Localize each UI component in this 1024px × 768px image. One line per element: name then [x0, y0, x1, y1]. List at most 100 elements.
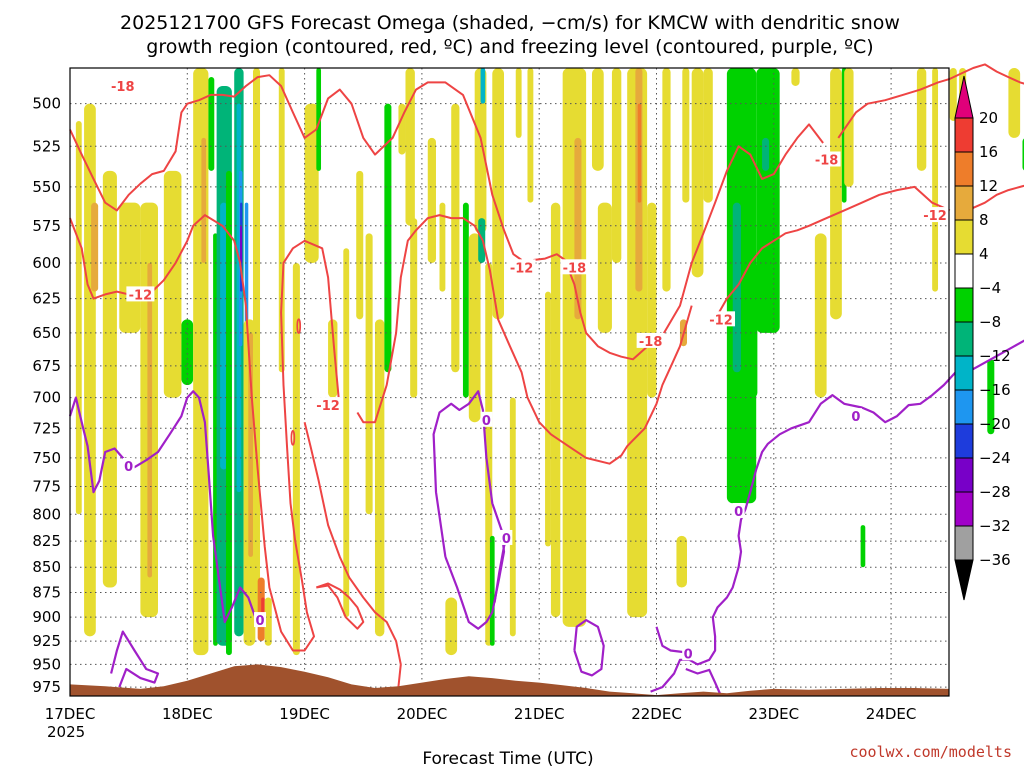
y-tick-label-975: 975: [32, 678, 61, 696]
contour-label-bg-9: [921, 207, 949, 223]
omega-shade-region-38: [365, 233, 373, 515]
omega-shade-region-47: [451, 103, 460, 373]
omega-shade-region-73: [691, 68, 704, 278]
y-tick-label-800: 800: [32, 505, 61, 523]
dgz-contour-line-4: [837, 63, 1024, 139]
omega-shade-region-70: [662, 68, 671, 292]
contour-label-16: 0: [851, 410, 860, 425]
contour-label-12: 0: [482, 414, 491, 429]
dgz-contour-line-2: [533, 253, 655, 361]
omega-shade-region-94: [1008, 68, 1021, 138]
omega-shade-region-91: [949, 68, 957, 121]
colorbar-bin-8: [954, 355, 974, 391]
contour-label-7: -12: [709, 313, 733, 328]
plot-area: -18 -12 -12 -12 -18 -18 -12 -18 -12 0 0 0 0 0 0 0: [68, 63, 1024, 697]
contour-label-bg-4: [507, 259, 536, 275]
omega-shade-region-27: [252, 68, 261, 618]
contour-label-11: 0: [256, 614, 265, 629]
y-axis: 500 525 550 575 600 625 650 675 700 725 750 775 800 8…: [32, 95, 61, 696]
contour-label-bg-7: [707, 311, 736, 327]
y-tick-label-950: 950: [32, 655, 61, 673]
colorbar-label-3: 12: [979, 177, 998, 195]
dgz-contour-island-1: [296, 318, 302, 334]
contour-label-bg-14: [682, 645, 695, 661]
freezing-contour-line-7: [655, 626, 686, 654]
omega-shade-region-33: [304, 103, 319, 263]
contour-label-bg-2: [126, 286, 155, 302]
freezing-contour-line-1: [68, 390, 261, 628]
freezing-contour-line-5: [573, 619, 605, 677]
colorbar-label-7: −8: [979, 313, 1001, 331]
colorbar-bin-13: [954, 525, 974, 561]
omega-shade-region-34: [316, 68, 322, 171]
dgz-contour-line-9: [966, 184, 1024, 212]
omega-shade-region-48: [462, 202, 469, 398]
x-tick-label-19DEC: 19DEC: [279, 705, 330, 723]
colorbar-top-arrow: [954, 75, 974, 119]
dgz-contour-line-7: [356, 214, 693, 465]
omega-shade-region-46: [445, 597, 458, 656]
omega-shade-region-69: [647, 202, 657, 398]
y-tick-label-725: 725: [32, 419, 61, 437]
omega-shade-region-41: [398, 103, 406, 155]
omega-shade-region-63: [591, 68, 604, 171]
omega-shade-region-35: [328, 319, 338, 398]
colorbar-bottom-arrow: [954, 559, 974, 601]
omega-shade-region-4: [102, 170, 117, 588]
omega-shade-region-13: [208, 77, 215, 171]
y-tick-label-500: 500: [32, 95, 61, 113]
contour-label-4: -12: [510, 261, 534, 276]
omega-shade-region-42: [405, 68, 415, 226]
omega-shade-region-36: [343, 248, 350, 618]
omega-shade-region-12: [201, 137, 207, 263]
y-tick-label-925: 925: [32, 632, 61, 650]
colorbar-label-6: −4: [979, 279, 1001, 297]
colorbar-bin-6: [954, 287, 974, 323]
freezing-contour-line-3: [432, 390, 506, 630]
omega-shade-region-92: [791, 68, 800, 87]
omega-shade-region-56: [509, 397, 516, 637]
dgz-contour-line-5: [69, 217, 129, 300]
freezing-contour-line-2: [110, 630, 160, 688]
colorbar-bin-5: [954, 253, 974, 289]
omega-shade-region-59: [545, 291, 551, 547]
contour-label-bg-13: [500, 529, 513, 545]
colorbar-label-12: −28: [979, 483, 1011, 501]
terrain-fill: [70, 664, 949, 696]
y-tick-label-575: 575: [32, 217, 61, 235]
dgz-contour-line-6: [151, 214, 341, 652]
omega-shade-region-10: [181, 319, 194, 386]
colorbar-label-2: 16: [979, 143, 998, 161]
omega-shade-region-57: [515, 68, 522, 138]
dgz-contour-line-1: [69, 74, 523, 261]
omega-shade-region-80: [676, 535, 687, 588]
omega-shade-region-65: [611, 68, 622, 263]
colorbar-bin-2: [954, 151, 974, 187]
colorbar-label-8: −12: [979, 347, 1011, 365]
dgz-contours: [69, 63, 1024, 688]
contour-label-bg-16: [849, 408, 862, 424]
contour-label-bg-5: [560, 259, 589, 275]
dgz-contour-line-11: [315, 582, 365, 630]
colorbar-bin-9: [954, 389, 974, 425]
omega-shade-region-31: [278, 68, 285, 373]
omega-shade-region-3: [91, 202, 99, 292]
colorbar-label-1: 20: [979, 109, 998, 127]
omega-shade-region-52: [480, 68, 486, 104]
y-tick-label-900: 900: [32, 608, 61, 626]
contour-label-9: -12: [923, 209, 947, 224]
omega-shade-region-45: [439, 202, 446, 292]
y-tick-label-600: 600: [32, 254, 61, 272]
chart-title-line1: 2025121700 GFS Forecast Omega (shaded, −…: [120, 12, 900, 34]
y-tick-label-825: 825: [32, 532, 61, 550]
omega-shade-region-71: [682, 68, 690, 203]
y-tick-label-525: 525: [32, 137, 61, 155]
omega-shade-region-23: [240, 225, 243, 263]
contour-label-5: -18: [563, 261, 587, 276]
omega-shade-region-1: [75, 120, 82, 515]
colorbar-label-14: −36: [979, 551, 1011, 569]
omega-shade-region-17: [220, 202, 228, 470]
omega-shade-region-18: [226, 170, 232, 656]
colorbar-label-4: 8: [979, 211, 989, 229]
y-tick-label-700: 700: [32, 389, 61, 407]
